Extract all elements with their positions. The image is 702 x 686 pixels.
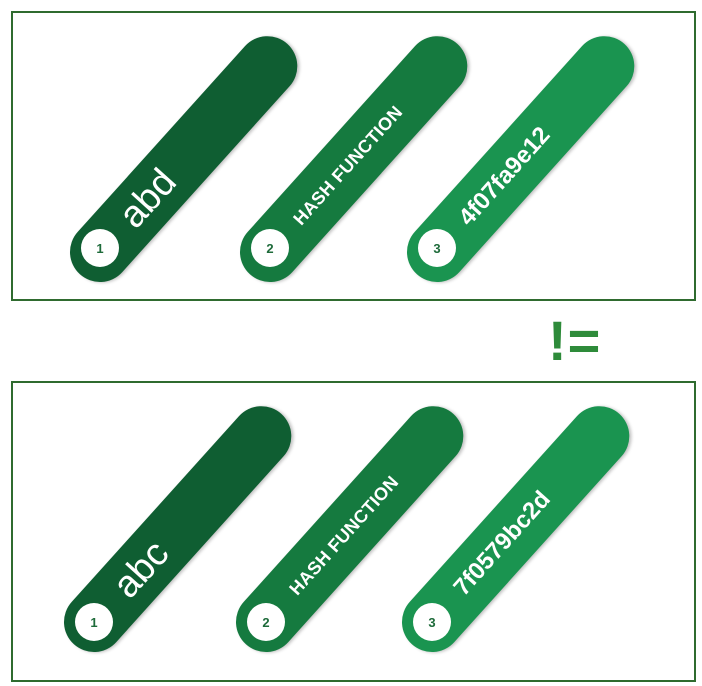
bottom-step1-badge: 1	[75, 603, 113, 641]
bottom-step3-badge: 3	[413, 603, 451, 641]
not-equal-operator: !=	[548, 309, 602, 372]
top-step2-badge: 2	[251, 229, 289, 267]
top-step3-badge: 3	[418, 229, 456, 267]
bottom-step2-badge: 2	[247, 603, 285, 641]
top-step1-badge: 1	[81, 229, 119, 267]
